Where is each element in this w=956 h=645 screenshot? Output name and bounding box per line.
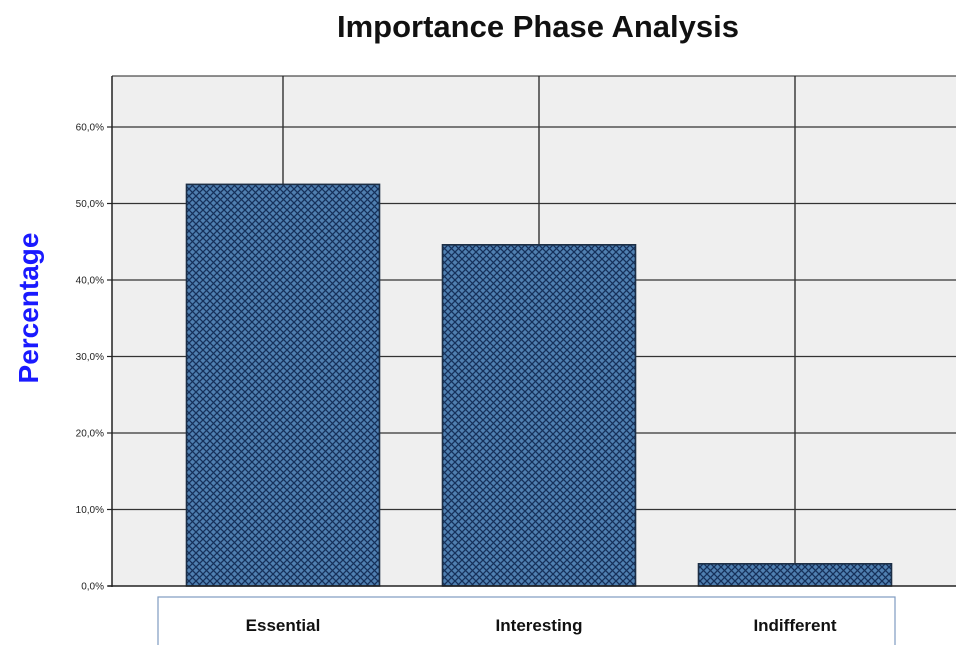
- y-tick-label: 10,0%: [76, 505, 104, 516]
- y-tick-label: 20,0%: [76, 429, 104, 440]
- x-tick-label: Interesting: [496, 616, 583, 635]
- y-tick-label: 40,0%: [76, 276, 104, 287]
- y-axis-title: Percentage: [13, 233, 44, 384]
- y-tick-label: 60,0%: [76, 123, 104, 134]
- chart-title: Importance Phase Analysis: [337, 9, 739, 44]
- category-label-box: [157, 596, 896, 645]
- bar-essential: [185, 183, 381, 587]
- x-tick-label: Essential: [246, 616, 321, 635]
- x-axis-labels: Essential Interesting Indifferent: [246, 616, 837, 635]
- bar-interesting: [441, 244, 637, 587]
- x-tick-label: Indifferent: [753, 616, 836, 635]
- y-axis-ticks: 0,0% 10,0% 20,0% 30,0% 40,0% 50,0% 60,0%: [76, 123, 112, 593]
- bars: [185, 183, 893, 587]
- bar-indifferent: [697, 563, 893, 587]
- y-tick-label: 50,0%: [76, 199, 104, 210]
- y-tick-label: 0,0%: [81, 582, 104, 593]
- y-tick-label: 30,0%: [76, 352, 104, 363]
